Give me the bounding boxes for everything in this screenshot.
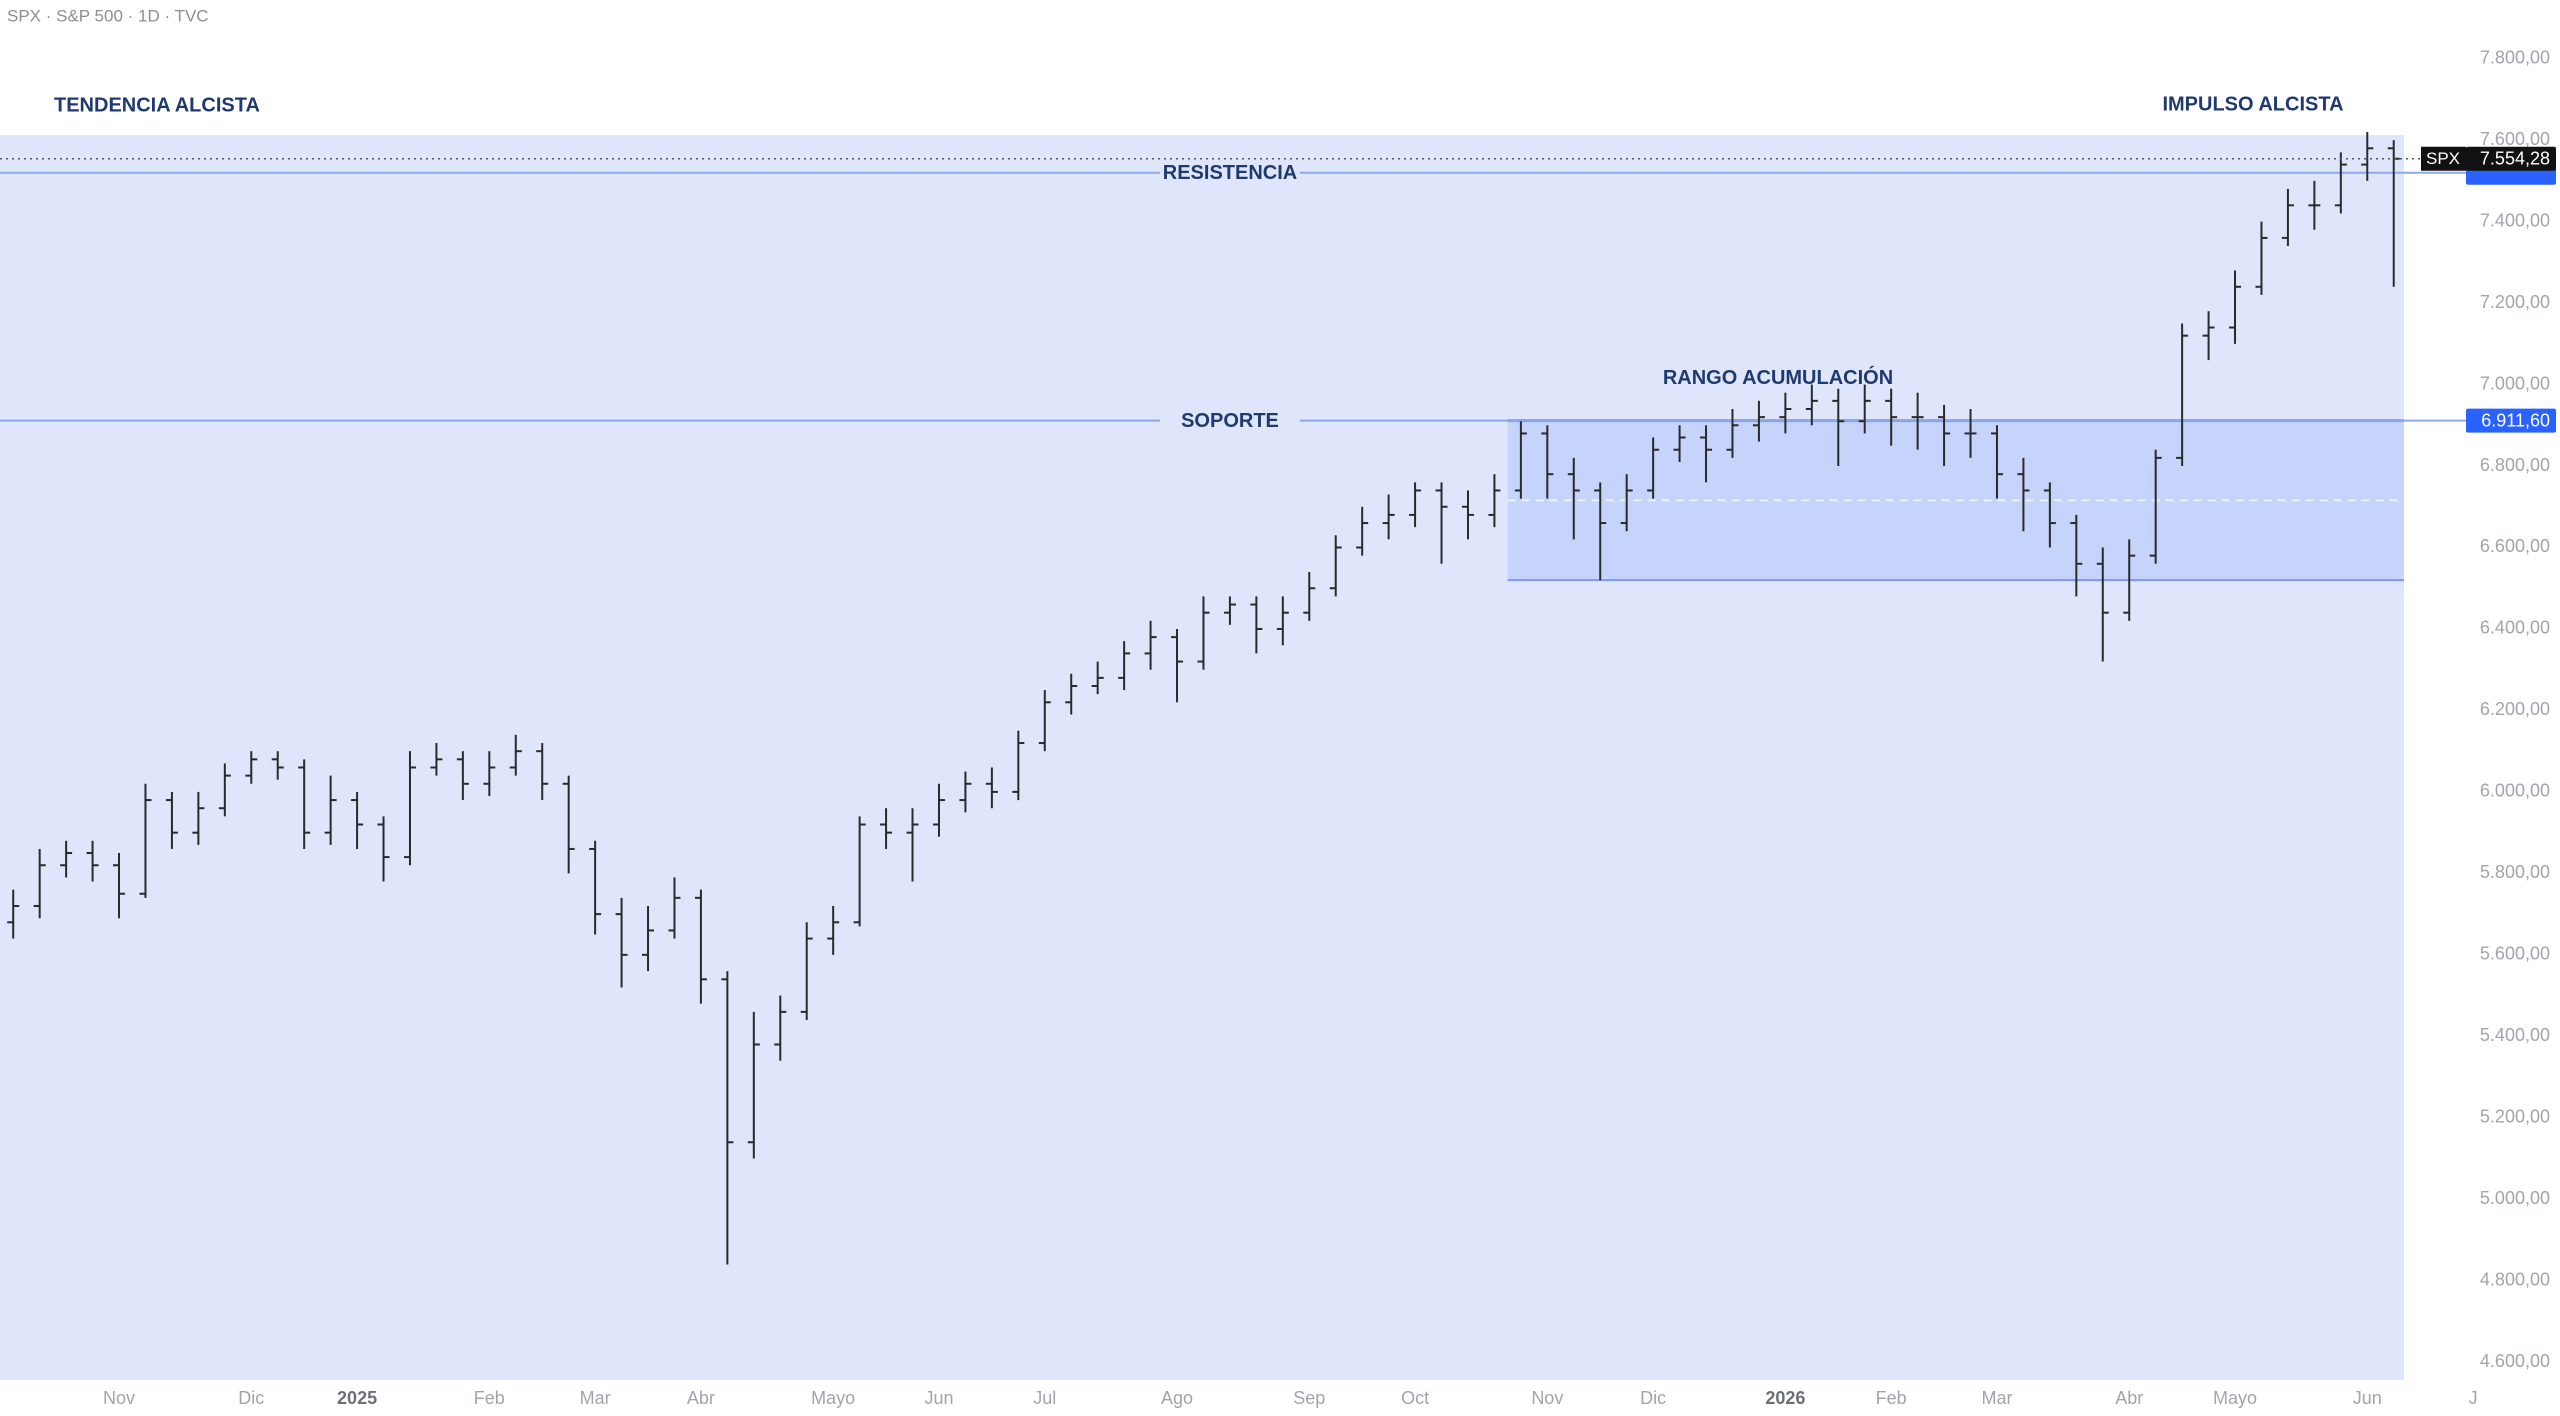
x-tick-label: 2026	[1765, 1388, 1805, 1408]
y-tick-label: 4.800,00	[2480, 1270, 2550, 1290]
y-tick-label: 7.000,00	[2480, 373, 2550, 393]
level-label-bg	[1160, 159, 1300, 186]
y-tick-label: 6.000,00	[2480, 781, 2550, 801]
y-tick-label: 7.200,00	[2480, 292, 2550, 312]
y-tick-label: 6.400,00	[2480, 618, 2550, 638]
x-tick-label: J	[2469, 1388, 2478, 1408]
symbol-tag-label: SPX	[2426, 149, 2460, 168]
trend-shade	[0, 135, 2404, 1380]
x-tick-label: Abr	[2115, 1388, 2143, 1408]
symbol-tag	[2421, 146, 2466, 171]
x-tick-label: Mar	[1981, 1388, 2012, 1408]
chart-title: SPX · S&P 500 · 1D · TVC	[7, 6, 209, 25]
price-tag	[2466, 146, 2556, 171]
x-tick-label: Feb	[1876, 1388, 1907, 1408]
level-label: SOPORTE	[1181, 410, 1279, 432]
x-tick-label: Jun	[924, 1388, 953, 1408]
x-tick-label: Mayo	[2213, 1388, 2257, 1408]
x-tick-label: Jun	[2353, 1388, 2382, 1408]
x-tick-label: Nov	[1531, 1388, 1563, 1408]
y-tick-label: 6.800,00	[2480, 455, 2550, 475]
y-tick-label: 5.200,00	[2480, 1107, 2550, 1127]
x-tick-label: Mayo	[811, 1388, 855, 1408]
y-tick-label: 5.000,00	[2480, 1188, 2550, 1208]
x-tick-label: Feb	[474, 1388, 505, 1408]
y-tick-label: 5.400,00	[2480, 1025, 2550, 1045]
y-tick-label: 6.600,00	[2480, 536, 2550, 556]
x-tick-label: Mar	[580, 1388, 611, 1408]
level-label-bg	[1160, 407, 1300, 434]
price-tag-label: 7.554,28	[2480, 149, 2550, 169]
x-tick-label: Oct	[1401, 1388, 1429, 1408]
y-tick-label: 4.600,00	[2480, 1351, 2550, 1371]
y-tick-label: 6.200,00	[2480, 699, 2550, 719]
y-tick-label: 7.800,00	[2480, 47, 2550, 67]
level-label: RESISTENCIA	[1163, 162, 1297, 184]
x-tick-label: 2025	[337, 1388, 377, 1408]
annotation: IMPULSO ALCISTA	[2162, 93, 2343, 115]
y-tick-label: 5.800,00	[2480, 862, 2550, 882]
annotation: RANGO ACUMULACIÓN	[1663, 365, 1893, 389]
x-tick-label: Abr	[687, 1388, 715, 1408]
level-tag-label: 6.911,60	[2481, 410, 2550, 430]
x-tick-label: Dic	[238, 1388, 264, 1408]
annotation: TENDENCIA ALCISTA	[54, 94, 260, 116]
y-tick-label: 7.600,00	[2480, 129, 2550, 149]
y-tick-label: 7.400,00	[2480, 210, 2550, 230]
x-tick-label: Dic	[1640, 1388, 1666, 1408]
x-tick-label: Nov	[103, 1388, 135, 1408]
level-tag	[2466, 408, 2556, 433]
y-tick-label: 5.600,00	[2480, 944, 2550, 964]
x-tick-label: Ago	[1161, 1388, 1193, 1408]
plot: RANGO ACUMULACIÓN RESISTENCIA SOPORTE	[0, 131, 2466, 1265]
x-tick-label: Sep	[1293, 1388, 1325, 1408]
x-tick-label: Jul	[1033, 1388, 1056, 1408]
